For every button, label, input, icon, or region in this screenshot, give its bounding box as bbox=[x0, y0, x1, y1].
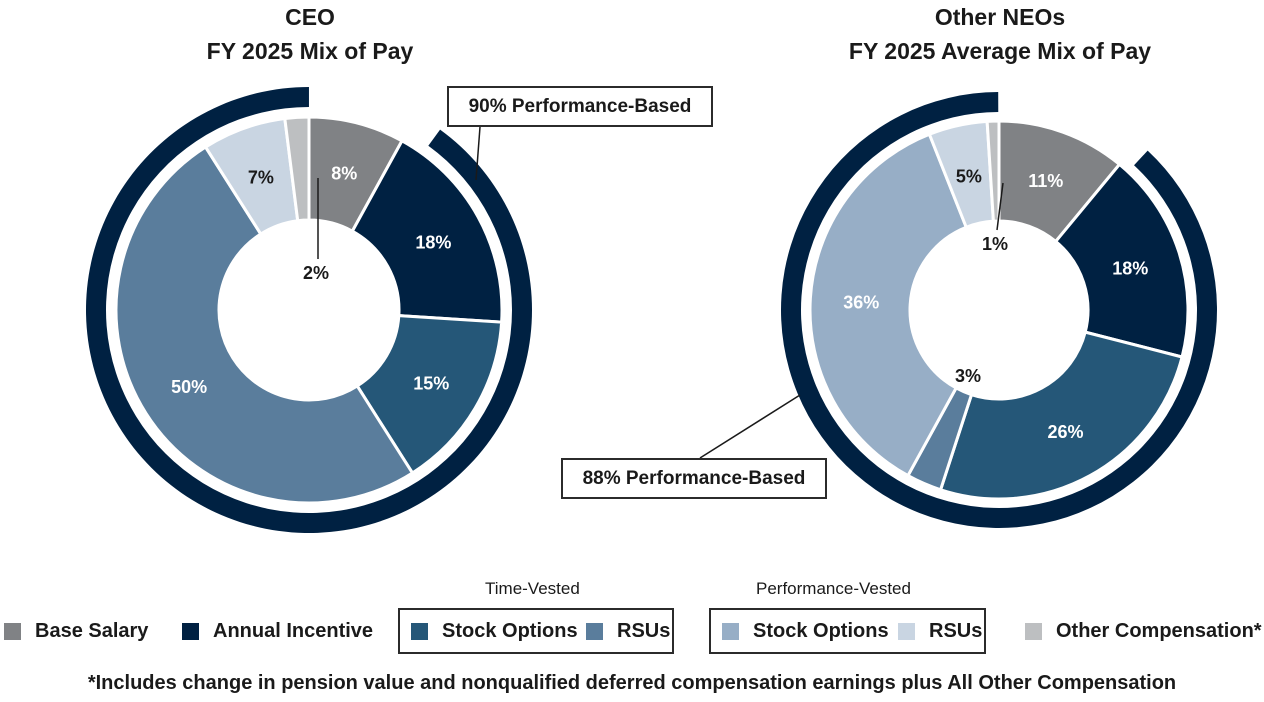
time-vested-group-box bbox=[398, 608, 674, 654]
neo-performance-callout: 88% Performance-Based bbox=[561, 458, 827, 499]
ceo-title-line1: CEO bbox=[285, 4, 335, 30]
legend-time-stock-options-label: Stock Options bbox=[442, 620, 578, 642]
neo-title-line1: Other NEOs bbox=[934, 4, 1066, 30]
legend-base-salary: Base Salary bbox=[4, 620, 148, 643]
legend-time-rsus-label: RSUs bbox=[617, 620, 671, 642]
ceo-performance-callout: 90% Performance-Based bbox=[447, 86, 713, 127]
ceo-chart-title: CEO FY 2025 Mix of Pay bbox=[160, 0, 460, 68]
legend-annual-incentive: Annual Incentive bbox=[182, 620, 373, 643]
performance-vested-group-box bbox=[709, 608, 986, 654]
neo-segment-perf-options bbox=[808, 132, 969, 478]
perf-rsus-swatch bbox=[898, 623, 915, 640]
legend-perf-stock-options-label: Stock Options bbox=[753, 620, 889, 642]
other-compensation-swatch bbox=[1025, 623, 1042, 640]
ceo-label-other-comp: 2% bbox=[303, 263, 329, 283]
legend-time-rsus: RSUs bbox=[586, 620, 670, 643]
neo-callout-leader bbox=[699, 394, 801, 459]
ceo-label-perf-rsus: 7% bbox=[248, 167, 274, 187]
ceo-segment-other-comp bbox=[283, 115, 311, 223]
neo-leader-other-comp bbox=[996, 182, 1004, 231]
neo-label-perf-options: 36% bbox=[843, 292, 879, 312]
legend-perf-rsus-label: RSUs bbox=[929, 620, 983, 642]
ceo-segment-time-rsus bbox=[114, 144, 415, 505]
ceo-label-base-salary: 8% bbox=[331, 163, 357, 183]
neo-label-base-salary: 11% bbox=[1028, 171, 1063, 191]
legend-other-compensation-label: Other Compensation* bbox=[1056, 620, 1262, 642]
neo-label-perf-rsus: 5% bbox=[956, 166, 982, 186]
time-vested-group-label: Time-Vested bbox=[485, 579, 580, 598]
neo-label-time-options: 26% bbox=[1047, 422, 1083, 442]
footnote: *Includes change in pension value and no… bbox=[87, 672, 1177, 694]
ceo-segment-time-options bbox=[355, 314, 504, 476]
neo-segment-annual-incentive bbox=[1053, 162, 1190, 359]
ceo-label-annual-incentive: 18% bbox=[415, 233, 451, 253]
neo-segment-time-options bbox=[938, 330, 1184, 501]
legend-perf-stock-options: Stock Options bbox=[722, 620, 889, 643]
ceo-title-line2: FY 2025 Mix of Pay bbox=[206, 38, 414, 64]
neo-label-other-comp: 1% bbox=[982, 234, 1008, 254]
annual-incentive-swatch bbox=[182, 623, 199, 640]
legend-perf-rsus: RSUs bbox=[898, 620, 982, 643]
legend-base-salary-label: Base Salary bbox=[35, 620, 149, 642]
time-rsus-swatch bbox=[586, 623, 603, 640]
perf-stock-options-swatch bbox=[722, 623, 739, 640]
legend-annual-incentive-label: Annual Incentive bbox=[213, 620, 374, 642]
ceo-label-time-rsus: 50% bbox=[171, 377, 207, 397]
neo-title-line2: FY 2025 Average Mix of Pay bbox=[848, 38, 1152, 64]
neo-segment-other-comp bbox=[985, 119, 1001, 223]
neo-chart-title: Other NEOs FY 2025 Average Mix of Pay bbox=[800, 0, 1200, 68]
performance-vested-group-label: Performance-Vested bbox=[756, 579, 911, 598]
base-salary-swatch bbox=[4, 623, 21, 640]
ceo-label-time-options: 15% bbox=[413, 373, 449, 393]
ceo-callout-leader bbox=[475, 126, 481, 181]
legend-time-stock-options: Stock Options bbox=[411, 620, 578, 643]
legend-other-compensation: Other Compensation* bbox=[1025, 620, 1262, 643]
ceo-segment-annual-incentive bbox=[350, 138, 504, 324]
time-stock-options-swatch bbox=[411, 623, 428, 640]
neo-label-annual-incentive: 18% bbox=[1112, 258, 1148, 278]
neo-label-time-rsus: 3% bbox=[955, 366, 981, 386]
